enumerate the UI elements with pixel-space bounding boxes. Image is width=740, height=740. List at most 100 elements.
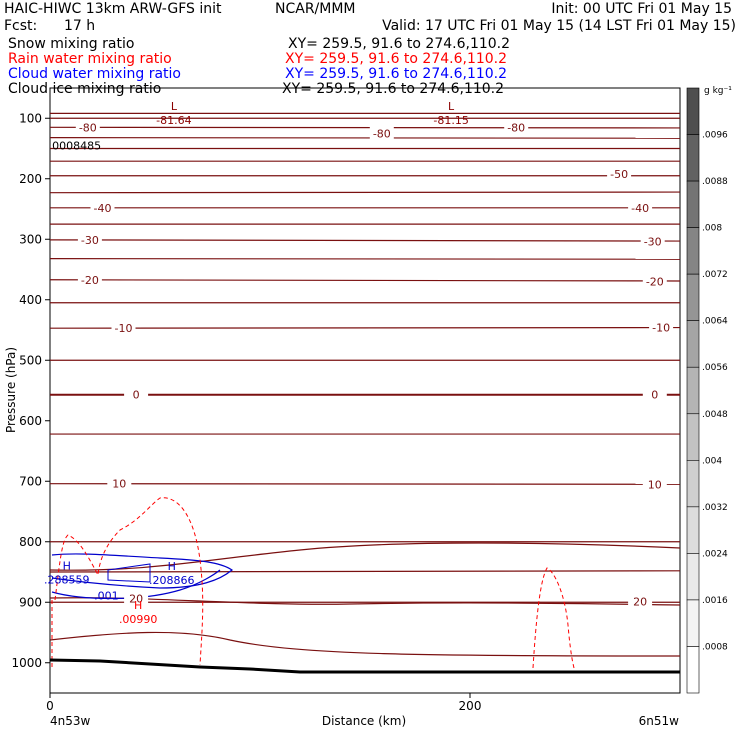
x-tick-label: 200 <box>459 699 482 713</box>
cloud-water-contour <box>107 563 151 583</box>
temperature-label: -20 <box>81 274 99 287</box>
temperature-label: 10 <box>648 478 662 491</box>
colorbar-swatch <box>686 87 700 135</box>
temperature-label: -30 <box>644 236 662 249</box>
plot-frame <box>49 87 681 694</box>
extremum-value: -81.64 <box>156 114 191 127</box>
legend-cloud-water-xy: XY= 259.5, 91.6 to 274.6,110.2 <box>285 66 508 82</box>
y-tick-label: 400 <box>19 293 42 307</box>
init-time: Init: 00 UTC Fri 01 May 15 <box>551 1 732 17</box>
legend-rain-xy: XY= 259.5, 91.6 to 274.6,110.2 <box>285 51 508 67</box>
label-backdrop <box>369 126 394 140</box>
y-tick-label: 1000 <box>11 656 42 670</box>
label-backdrop <box>107 476 132 490</box>
y-tick-label: 200 <box>19 172 42 186</box>
temperature-label: -40 <box>94 202 112 215</box>
y-tick-label: 100 <box>19 111 42 125</box>
colorbar-unit: g kg⁻¹ <box>704 86 732 96</box>
label-backdrop <box>504 120 529 134</box>
colorbar-tick-label: .0032 <box>702 503 728 513</box>
colorbar-tick-label: .0088 <box>702 177 728 187</box>
y-tick-label: 500 <box>19 353 42 367</box>
extremum-mark: H <box>134 599 142 612</box>
label-backdrop <box>642 274 667 288</box>
colorbar-tick-label: .0024 <box>702 549 728 559</box>
extremum-value: .00990 <box>119 613 158 626</box>
extremum-value: .288559 <box>44 574 90 587</box>
y-tick-label: 700 <box>19 474 42 488</box>
temperature-labels: -80 -80 -80 -50 -40 -40 -30 -30 -20 -20 -10 -10 0 0 10… <box>52 120 674 609</box>
colorbar-swatch <box>686 134 700 182</box>
colorbar-swatch <box>686 273 700 321</box>
rain-water-contour <box>54 497 204 666</box>
legend-snow-xy: XY= 259.5, 91.6 to 274.6,110.2 <box>288 36 511 52</box>
plot-source: NCAR/MMM <box>275 1 356 17</box>
colorbar-tick-label: .0016 <box>702 596 728 606</box>
temperature-label: 0 <box>651 389 658 402</box>
temperature-contours <box>49 112 681 657</box>
rain-water-contour <box>532 567 575 669</box>
extremum-mark: L <box>171 100 178 113</box>
colorbar-swatch <box>686 320 700 368</box>
isotherm-line <box>49 570 681 573</box>
colorbar-swatch <box>686 460 700 508</box>
label-backdrop <box>642 477 667 491</box>
x-axis-label: Distance (km) <box>322 714 406 728</box>
colorbar-tick-label: .0056 <box>702 363 728 373</box>
label-backdrop <box>628 594 653 608</box>
temperature-label: -20 <box>646 276 664 289</box>
cloud-water-contour <box>51 553 234 589</box>
label-backdrop <box>75 120 100 134</box>
temperature-label: 10 <box>112 478 126 491</box>
legend-snow-name: Snow mixing ratio <box>8 36 135 52</box>
contour-label: .001 <box>94 590 119 603</box>
endpoint-right: 6n51w <box>639 714 680 728</box>
isotherm-line <box>49 258 681 260</box>
label-backdrop <box>628 200 653 214</box>
colorbar-swatch <box>686 366 700 415</box>
colorbar-swatch <box>686 180 700 228</box>
label-backdrop <box>124 591 149 605</box>
temperature-label: 20 <box>633 596 647 609</box>
isotherm-line <box>49 126 681 129</box>
temperature-label: 0 <box>133 389 140 402</box>
label-backdrop <box>607 166 632 180</box>
legend-rain-name: Rain water mixing ratio <box>8 51 172 67</box>
legend-cloud-ice-name: Cloud ice mixing ratio <box>8 81 162 97</box>
label-backdrop <box>640 234 665 248</box>
temperature-label: -50 <box>610 168 628 181</box>
temperature-label: -40 <box>631 202 649 215</box>
plot-title: HAIC-HIWC 13km ARW-GFS init <box>4 1 222 17</box>
isotherm-line <box>49 542 681 571</box>
colorbar-tick-label: .0096 <box>702 131 728 141</box>
legend-cloud-ice-xy: XY= 259.5, 91.6 to 274.6,110.2 <box>282 81 505 97</box>
isotherm-line <box>49 631 681 657</box>
x-tick-label: 0 <box>46 699 54 713</box>
label-backdrop <box>642 387 667 401</box>
colorbar-swatch <box>686 413 700 461</box>
temperature-label: -10 <box>115 322 133 335</box>
label-backdrop <box>649 320 674 334</box>
extremum-mark: L <box>448 100 455 113</box>
temperature-label: -10 <box>652 322 670 335</box>
label-backdrop <box>77 232 102 246</box>
legend-cloud-water-name: Cloud water mixing ratio <box>8 66 181 82</box>
colorbar-tick-label: .0064 <box>702 317 728 327</box>
colorbar-swatch <box>686 599 700 647</box>
colorbar-swatch <box>686 506 700 554</box>
colorbar-swatch <box>686 646 700 694</box>
y-tick-label: 800 <box>19 535 42 549</box>
label-backdrop <box>111 321 136 335</box>
contour-label: 0008485 <box>52 139 101 152</box>
valid-time: Valid: 17 UTC Fri 01 May 15 (14 LST Fri … <box>382 18 736 34</box>
y-tick-label: 300 <box>19 232 42 246</box>
colorbar-tick-label: .008 <box>702 224 722 234</box>
colorbar-tick-label: .0008 <box>702 642 728 652</box>
colorbar-swatch <box>686 553 700 601</box>
temperature-label: -80 <box>507 121 525 134</box>
isotherm-line <box>49 483 681 485</box>
colorbar-tick-label: .0048 <box>702 410 728 420</box>
